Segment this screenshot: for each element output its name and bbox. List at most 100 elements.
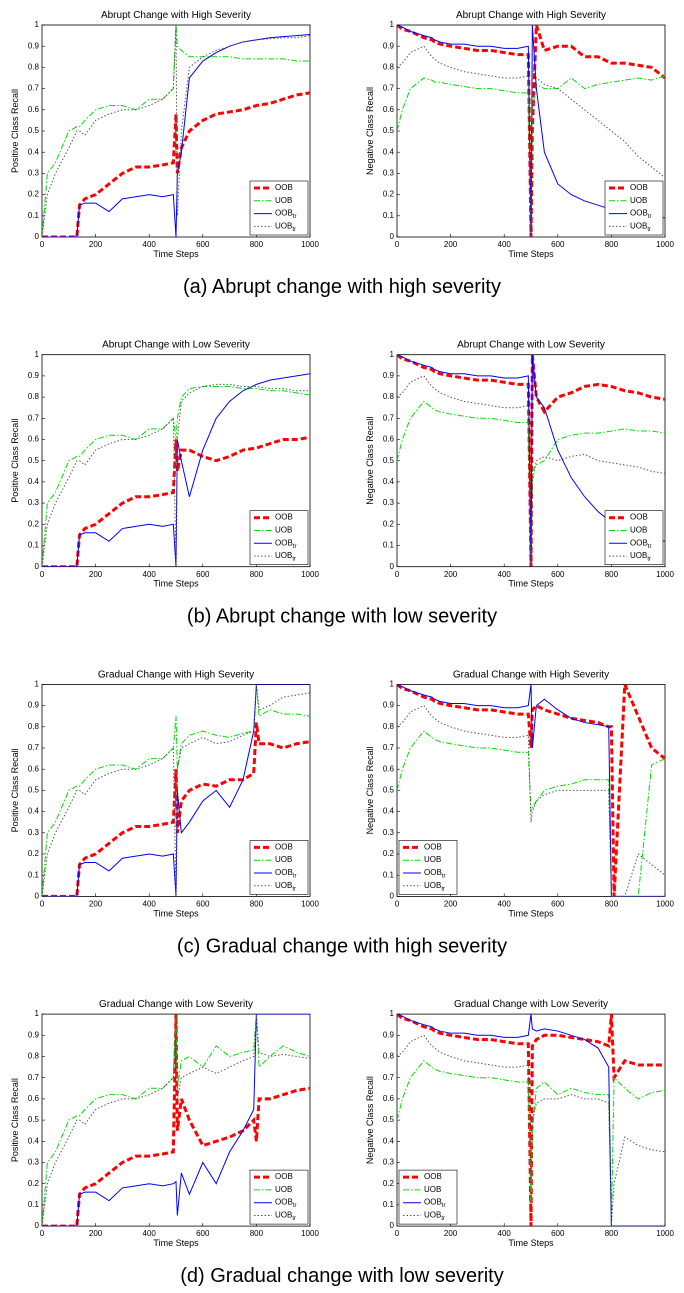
y-tick-label: 0.2 (383, 849, 395, 858)
y-tick-label: 0.7 (28, 1073, 40, 1082)
y-tick-label: 1 (35, 1009, 40, 1018)
legend-name: UOB (275, 1211, 292, 1220)
series-line (397, 75, 665, 237)
legend-name: OOB (424, 1172, 442, 1181)
legend-subscript: tr (647, 226, 651, 232)
y-tick-label: 0.7 (383, 84, 395, 93)
y-tick-label: 0.6 (383, 105, 395, 114)
x-axis-label: Time Steps (508, 1238, 554, 1248)
y-tick-label: 1 (390, 1009, 395, 1018)
legend-label: OOB (275, 513, 293, 522)
y-tick-label: 0.5 (383, 786, 395, 795)
legend-name: OOB (275, 183, 293, 192)
x-axis-label: Time Steps (153, 579, 199, 589)
x-tick-label: 400 (143, 900, 157, 909)
y-tick-label: 0.5 (28, 126, 40, 135)
legend-name: UOB (630, 526, 647, 535)
y-tick-label: 0 (35, 562, 40, 571)
x-axis-label: Time Steps (153, 908, 199, 918)
y-tick-label: 0.9 (28, 701, 40, 710)
x-tick-label: 800 (250, 570, 264, 579)
y-tick-label: 0.4 (28, 147, 40, 156)
y-tick-label: 1 (390, 680, 395, 689)
x-axis-label: Time Steps (508, 908, 554, 918)
y-tick-label: 0.1 (28, 1200, 40, 1209)
x-tick-label: 400 (498, 240, 512, 249)
y-tick-label: 1 (390, 20, 395, 29)
y-tick-label: 0.3 (383, 828, 395, 837)
x-tick-label: 800 (250, 900, 264, 909)
y-tick-label: 0.1 (28, 870, 40, 879)
x-tick-label: 200 (89, 240, 103, 249)
legend-label: OOBtr (275, 1198, 296, 1209)
legend-subscript: tr (292, 1216, 296, 1222)
x-tick-label: 200 (89, 570, 103, 579)
legend-name: OOB (275, 513, 293, 522)
series-line (42, 684, 310, 897)
legend-subscript: tr (441, 886, 445, 892)
legend-label: OOB (424, 843, 442, 852)
legend-label: OOBtr (630, 538, 651, 549)
series-line (42, 1014, 310, 1227)
legend-name: OOB (424, 1198, 442, 1207)
legend-label: OOBtr (424, 1198, 445, 1209)
x-tick-label: 200 (89, 900, 103, 909)
x-tick-label: 0 (40, 1229, 45, 1238)
x-tick-label: 600 (196, 570, 210, 579)
legend-name: OOB (275, 538, 293, 547)
x-tick-label: 0 (40, 570, 45, 579)
legend-box (249, 510, 309, 566)
caption: (a) Abrupt change with high severity (183, 276, 501, 298)
x-axis-label: Time Steps (153, 249, 199, 259)
chart-title: Gradual Change with High Severity (98, 669, 254, 680)
legend-name: UOB (424, 881, 441, 890)
y-tick-label: 0.9 (383, 371, 395, 380)
legend-label: UOBtr (424, 1211, 445, 1222)
legend-subscript: tr (441, 1216, 445, 1222)
x-tick-label: 600 (196, 900, 210, 909)
chart-title: Abrupt Change with Low Severity (457, 340, 605, 351)
legend-box (398, 840, 458, 895)
y-tick-label: 0.9 (28, 1030, 40, 1039)
chart-title: Gradual Change with Low Severity (99, 999, 253, 1010)
legend-label: OOB (630, 183, 648, 192)
y-tick-label: 0.6 (28, 764, 40, 773)
legend-name: UOB (630, 196, 647, 205)
y-tick-label: 0.6 (383, 764, 395, 773)
x-tick-label: 200 (89, 1229, 103, 1238)
y-tick-label: 0.9 (28, 41, 40, 50)
x-axis-label: Time Steps (508, 579, 554, 589)
y-tick-label: 0.3 (28, 1158, 40, 1167)
legend-label: UOB (424, 855, 441, 864)
x-tick-label: 1000 (301, 240, 319, 249)
caption: (d) Gradual change with low severity (180, 1265, 503, 1287)
x-tick-label: 0 (395, 570, 400, 579)
y-tick-label: 1 (35, 20, 40, 29)
x-tick-label: 400 (498, 900, 512, 909)
x-tick-label: 600 (196, 240, 210, 249)
legend-name: UOB (275, 222, 292, 231)
legend-subscript: tr (292, 886, 296, 892)
y-tick-label: 0.7 (28, 413, 40, 422)
y-tick-label: 0.6 (28, 1094, 40, 1103)
series-line (397, 375, 665, 567)
x-tick-label: 0 (40, 240, 45, 249)
legend-box (249, 1169, 309, 1225)
x-tick-label: 600 (551, 570, 565, 579)
y-tick-label: 0.4 (383, 477, 395, 486)
x-tick-label: 800 (250, 1229, 264, 1238)
legend-subscript: tr (648, 214, 652, 220)
legend-name: OOB (630, 513, 648, 522)
x-tick-label: 0 (395, 900, 400, 909)
y-tick-label: 0.7 (383, 743, 395, 752)
y-tick-label: 0.6 (28, 105, 40, 114)
y-tick-label: 0.7 (28, 84, 40, 93)
series-line (42, 383, 310, 567)
y-tick-label: 0.9 (28, 371, 40, 380)
x-tick-label: 800 (605, 900, 619, 909)
y-tick-label: 0.8 (383, 63, 395, 72)
y-tick-label: 0.6 (383, 435, 395, 444)
legend-subscript: tr (293, 1203, 297, 1209)
legend-subscript: tr (293, 214, 297, 220)
x-tick-label: 200 (444, 570, 458, 579)
